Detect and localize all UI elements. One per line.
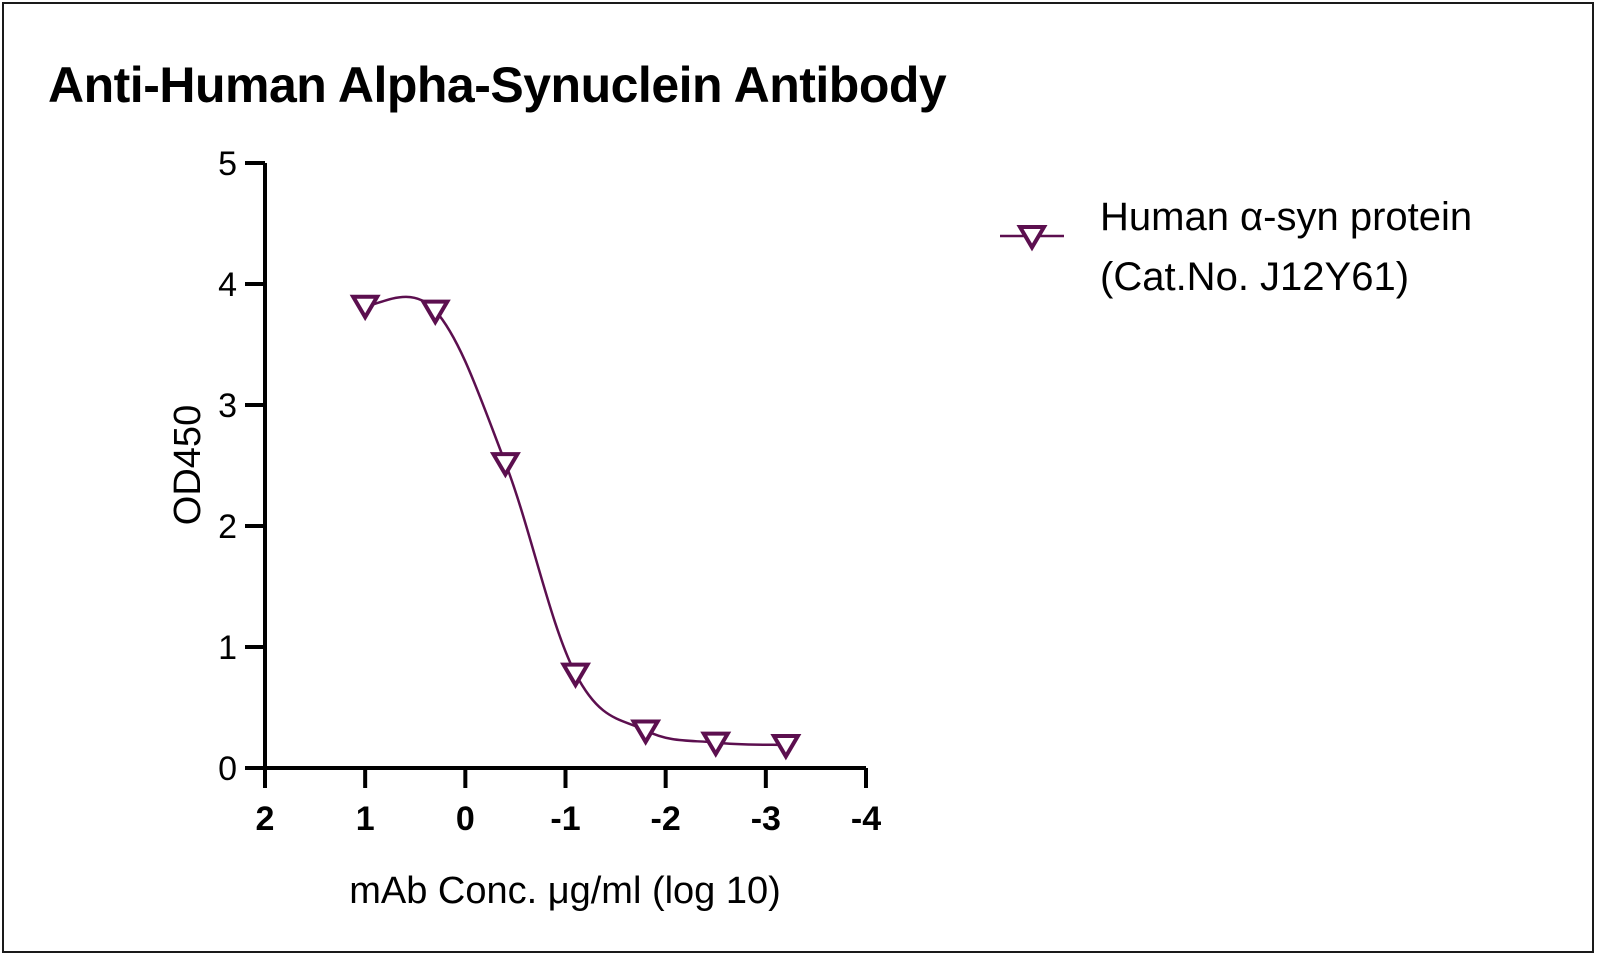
legend-label-line-2: (Cat.No. J12Y61) xyxy=(1100,255,1409,299)
x-tick-label: -1 xyxy=(550,800,580,838)
y-axis-label: OD450 xyxy=(167,405,209,525)
y-tick-label: 4 xyxy=(218,266,237,304)
y-tick-label: 0 xyxy=(218,750,237,788)
data-point-4 xyxy=(630,719,662,746)
y-ticks: 0 1 2 3 4 5 xyxy=(218,145,265,788)
x-tick-label: 0 xyxy=(456,800,475,838)
data-point-0 xyxy=(349,294,381,322)
x-tick-label: -2 xyxy=(651,800,681,838)
legend-marker-triangle-icon xyxy=(1016,225,1048,252)
data-point-1 xyxy=(419,299,451,326)
x-ticks: 2 1 0 -1 -2 -3 -4 xyxy=(256,768,881,838)
y-tick-label: 5 xyxy=(218,145,237,183)
axes xyxy=(263,163,866,770)
y-tick-label: 3 xyxy=(218,387,237,425)
x-tick-label: -3 xyxy=(751,800,781,838)
x-tick-label: 1 xyxy=(356,800,375,838)
data-point-6 xyxy=(770,734,802,761)
data-point-3 xyxy=(560,662,592,689)
y-tick-label: 2 xyxy=(218,508,237,546)
x-axis-label: mAb Conc. μg/ml (log 10) xyxy=(349,870,781,912)
data-point-5 xyxy=(700,731,732,758)
y-tick-label: 1 xyxy=(218,629,237,667)
x-tick-label: -4 xyxy=(851,800,881,838)
x-tick-label: 2 xyxy=(256,800,275,838)
chart-title: Anti-Human Alpha-Synuclein Antibody xyxy=(48,57,947,113)
legend: Human α-syn protein (Cat.No. J12Y61) xyxy=(1000,195,1472,299)
data-point-2 xyxy=(489,452,521,479)
series-layer xyxy=(349,294,802,761)
legend-label-line-1: Human α-syn protein xyxy=(1100,195,1472,239)
